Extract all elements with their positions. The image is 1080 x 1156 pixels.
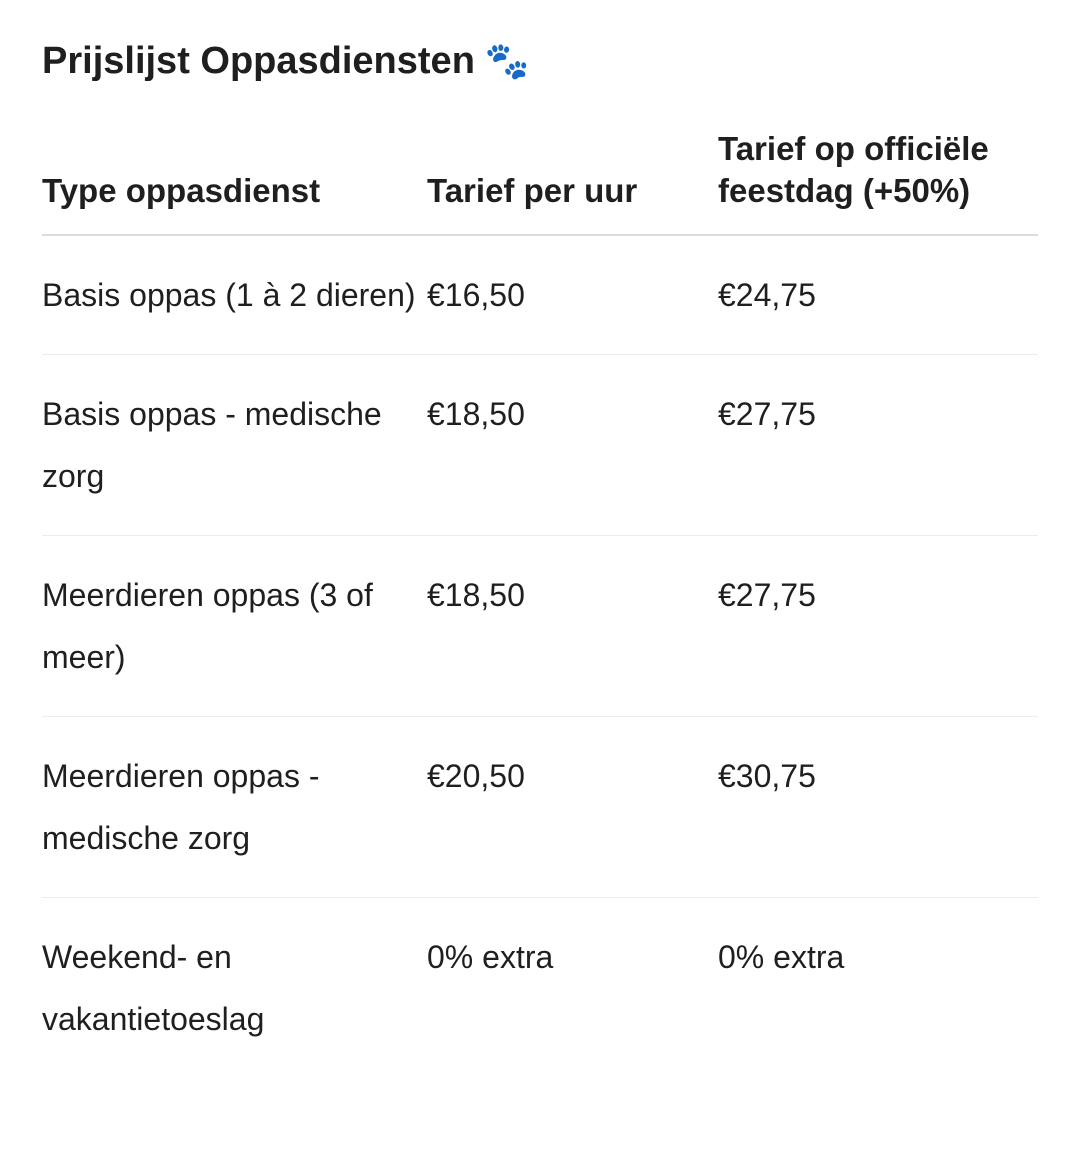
price-table: Type oppasdienst Tarief per uur Tarief o… — [42, 128, 1038, 1078]
header-type: Type oppasdienst — [42, 128, 427, 236]
hourly-rate: 0% extra — [427, 939, 554, 975]
holiday-rate: €24,75 — [718, 235, 1038, 355]
hourly-rate: €18,50 — [427, 354, 718, 536]
service-type: Basis oppas (1 à 2 dieren) — [42, 235, 427, 355]
holiday-rate: €30,75 — [718, 716, 1038, 898]
title-text: Prijslijst Oppasdiensten — [42, 40, 475, 82]
table-row: Weekend- en vakantietoeslag 0% extra 0% ex… — [42, 898, 1038, 1079]
table-row: Meerdieren oppas (3 of meer) €18,50 €27,75 — [42, 535, 1038, 717]
hourly-rate: €18,50 — [427, 535, 718, 717]
hourly-rate: €16,50 — [427, 235, 718, 355]
header-hourly-rate: Tarief per uur — [427, 128, 718, 236]
holiday-rate: €27,75 — [718, 535, 1038, 717]
holiday-rate: 0% extra — [718, 939, 845, 975]
table-header-row: Type oppasdienst Tarief per uur Tarief o… — [42, 128, 1038, 236]
service-type: Meerdieren oppas - medische zorg — [42, 716, 427, 898]
holiday-rate: €27,75 — [718, 354, 1038, 536]
table-row: Basis oppas (1 à 2 dieren) €16,50 €24,75 — [42, 235, 1038, 355]
paw-prints-icon: 🐾 — [484, 40, 530, 81]
table-row: Meerdieren oppas - medische zorg €20,50 €3… — [42, 716, 1038, 898]
service-type: Meerdieren oppas (3 of meer) — [42, 535, 427, 717]
hourly-rate: €20,50 — [427, 716, 718, 898]
table-row: Basis oppas - medische zorg €18,50 €27,75 — [42, 354, 1038, 536]
page-title: Prijslijst Oppasdiensten 🐾 — [42, 36, 530, 86]
service-type: Weekend- en vakantietoeslag — [42, 939, 265, 1037]
service-type: Basis oppas - medische zorg — [42, 354, 427, 536]
header-holiday-rate: Tarief op officiële feestdag (+50%) — [718, 128, 1038, 236]
